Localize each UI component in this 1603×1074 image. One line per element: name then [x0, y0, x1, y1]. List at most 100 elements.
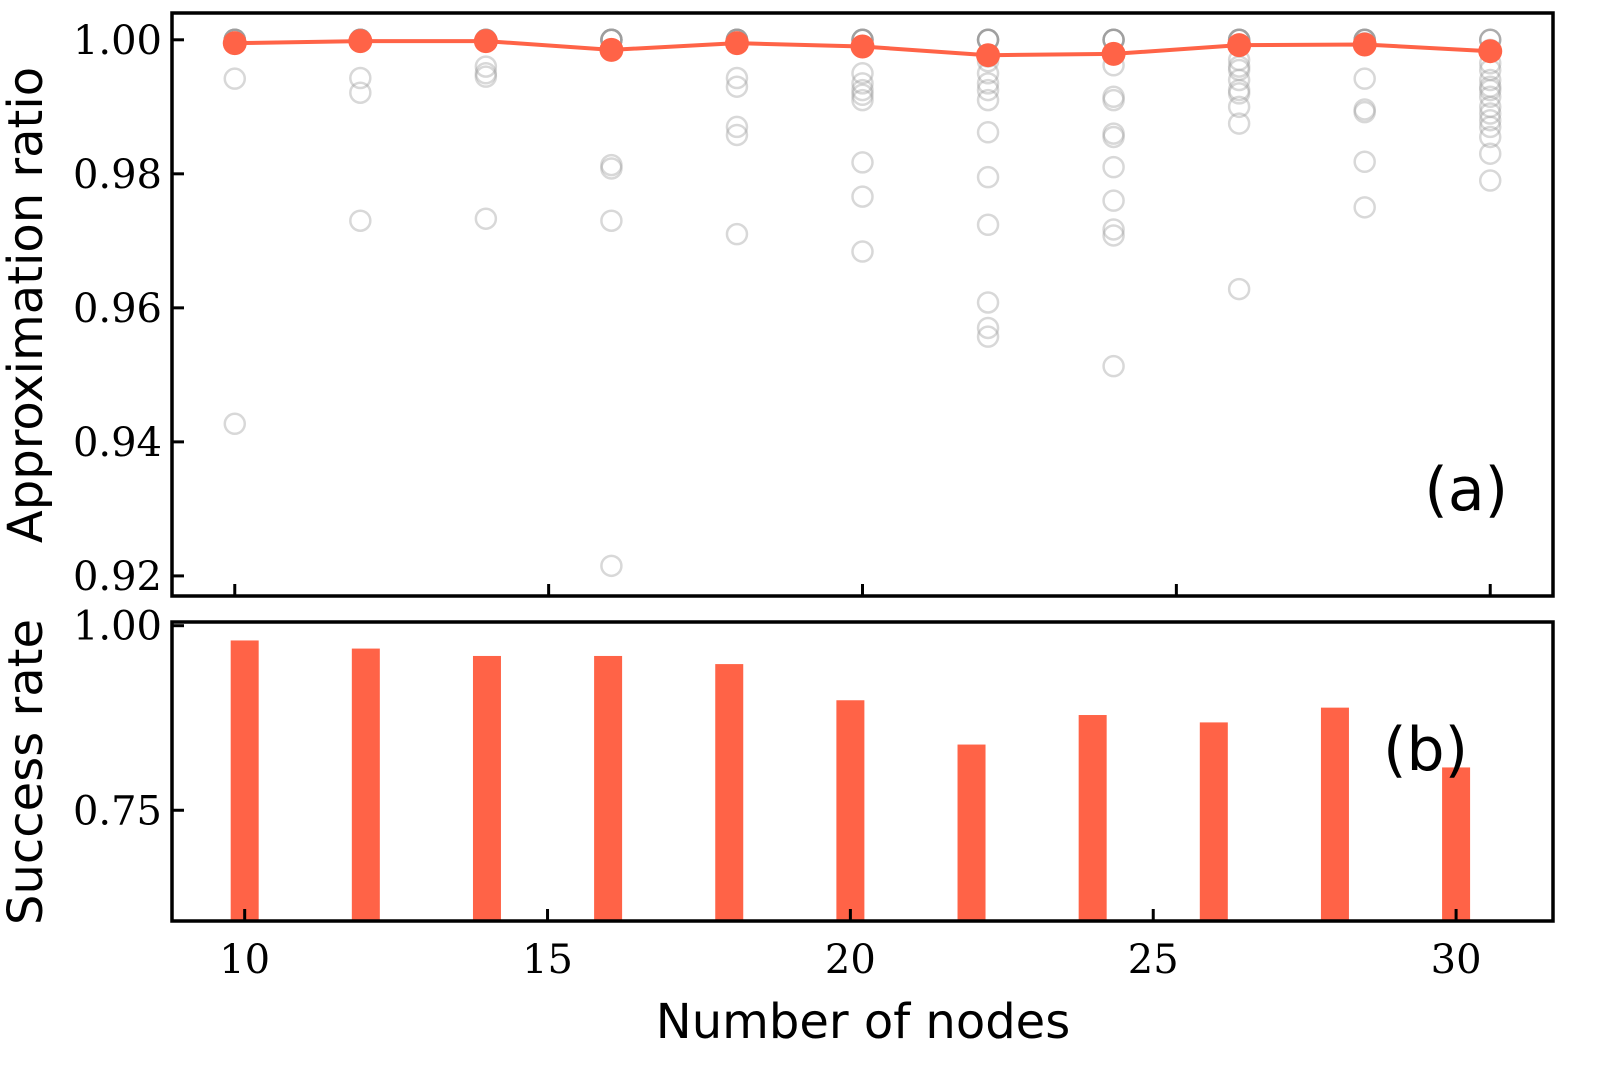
y-tick-label: 1.00	[73, 18, 162, 64]
sample-point	[600, 554, 623, 578]
sample-point	[1478, 142, 1502, 165]
panel-a-sample-points	[223, 28, 1502, 578]
sample-point	[349, 66, 372, 90]
sample-point	[600, 209, 623, 232]
bar	[957, 744, 986, 921]
sample-point	[851, 88, 874, 112]
x-axis-label: Number of nodes	[656, 994, 1070, 1050]
panel-a-label: (a)	[1424, 455, 1508, 525]
sample-point	[1227, 112, 1251, 135]
sample-point	[725, 123, 749, 147]
panel-a-ticks: 0.92 0.94 0.96 0.98 1.00	[73, 18, 1492, 600]
sample-point	[851, 72, 874, 95]
sample-point	[1102, 354, 1125, 378]
mean-point	[850, 34, 875, 59]
sample-point	[1102, 122, 1125, 145]
sample-point	[1478, 68, 1502, 92]
sample-point	[851, 78, 874, 102]
y-tick-label: 0.94	[73, 420, 162, 466]
sample-point	[1478, 125, 1502, 149]
sample-point	[1102, 155, 1125, 179]
y-tick-label: 0.92	[73, 554, 162, 600]
sample-point	[725, 115, 749, 139]
sample-point	[1353, 150, 1376, 174]
sample-point	[1227, 78, 1251, 102]
sample-point	[851, 62, 874, 85]
sample-point	[474, 65, 498, 88]
panel-b-success-rate: 0.75 1.00 10 15 20 25 30 Success rate (b) Numb…	[0, 604, 1555, 1050]
sample-point	[1227, 95, 1251, 119]
panel-b-y-axis-label: Success rate	[0, 619, 54, 925]
sample-point	[474, 55, 498, 78]
sample-point	[725, 75, 749, 98]
sample-point	[1478, 75, 1502, 98]
sample-point	[976, 88, 1000, 112]
mean-point	[1478, 39, 1503, 64]
y-tick-label: 0.96	[73, 286, 162, 332]
sample-point	[976, 72, 1000, 95]
mean-point	[599, 37, 624, 62]
x-tick-label: 20	[825, 937, 876, 983]
sample-point	[1353, 196, 1376, 219]
panel-b-ticks: 0.75 1.00 10 15 20 25 30	[73, 604, 1482, 983]
bar	[1320, 707, 1349, 921]
sample-point	[976, 316, 1000, 340]
mean-point	[1227, 33, 1252, 58]
sample-point	[1353, 100, 1376, 124]
x-tick-label: 10	[219, 937, 270, 983]
sample-point	[1478, 78, 1502, 102]
sample-point	[1478, 169, 1502, 192]
panel-b-frame	[170, 620, 1555, 923]
mean-point	[724, 31, 749, 56]
sample-point	[1478, 85, 1502, 109]
sample-point	[1478, 102, 1502, 125]
bar	[351, 648, 380, 921]
sample-point	[976, 78, 1000, 102]
sample-point	[600, 157, 623, 180]
sample-point	[223, 412, 247, 436]
sample-point	[1227, 68, 1251, 92]
bar	[836, 700, 865, 921]
sample-point	[725, 222, 749, 246]
sample-point	[976, 291, 1000, 314]
sample-point	[851, 83, 874, 107]
sample-point	[223, 67, 247, 90]
sample-point	[600, 153, 623, 177]
mean-point	[222, 31, 247, 56]
sample-point	[474, 62, 498, 85]
bar	[230, 640, 259, 921]
sample-point	[349, 209, 372, 232]
mean-point	[1352, 32, 1377, 57]
mean-point	[348, 29, 373, 54]
bar	[1199, 722, 1228, 921]
sample-point	[1227, 58, 1251, 82]
sample-point	[976, 121, 1000, 144]
bar	[594, 655, 623, 921]
bar	[472, 655, 501, 921]
sample-point	[851, 240, 874, 263]
sample-point	[976, 213, 1000, 237]
bar	[1442, 767, 1471, 921]
sample-point	[976, 325, 1000, 348]
sample-point	[1102, 224, 1125, 247]
sample-point	[1102, 125, 1125, 149]
mean-point	[473, 29, 498, 54]
mean-point	[976, 43, 1001, 68]
x-tick-label: 25	[1128, 937, 1179, 983]
sample-point	[1102, 189, 1125, 212]
sample-point	[851, 151, 874, 174]
sample-point	[349, 81, 372, 104]
panel-a-mean-points	[222, 29, 1503, 68]
sample-point	[1102, 88, 1125, 112]
x-tick-label: 15	[522, 937, 573, 983]
y-tick-label: 1.00	[73, 604, 162, 650]
sample-point	[1102, 85, 1125, 109]
panel-b-bars	[230, 640, 1471, 921]
sample-point	[474, 207, 498, 230]
sample-point	[725, 66, 749, 90]
mean-point	[1101, 41, 1126, 66]
x-tick-label: 30	[1431, 937, 1482, 983]
bar	[1078, 715, 1107, 921]
